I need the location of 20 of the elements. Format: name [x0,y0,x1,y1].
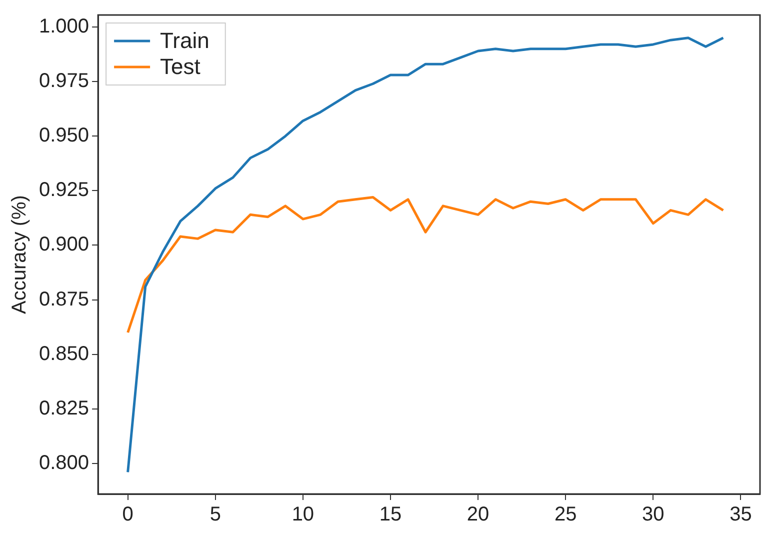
x-tick-label: 15 [379,504,402,526]
y-axis-title: Accuracy (%) [8,195,31,314]
legend-label: Train [160,28,210,54]
x-tick-label: 5 [210,504,221,526]
y-tick-label: 0.875 [38,288,90,310]
y-tick-label: 0.825 [38,397,90,420]
x-tick-label: 30 [642,504,664,526]
x-tick-label: 0 [122,504,134,526]
y-tick-label: 0.800 [38,452,90,474]
x-tick-label: 25 [554,504,577,526]
y-tick-label: 0.950 [38,124,90,147]
y-tick-label: 0.850 [38,342,90,365]
y-tick-label: 0.900 [38,234,90,256]
x-tick-label: 20 [466,504,490,526]
x-tick-label: 35 [730,504,752,526]
y-tick-label: 0.975 [38,70,90,92]
x-tick-label: 10 [292,504,314,526]
y-tick-label: 1.000 [38,16,90,38]
y-tick-label: 0.925 [38,179,90,202]
legend-label: Test [160,54,200,80]
